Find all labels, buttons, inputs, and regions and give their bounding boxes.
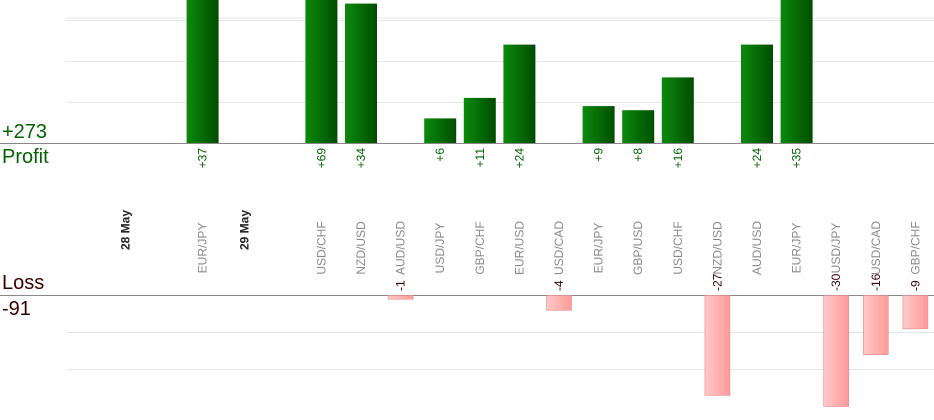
pair-label: USD/CAD	[552, 221, 566, 275]
loss-bar	[823, 295, 850, 407]
pair-label: EUR/JPY	[790, 223, 804, 274]
loss-bar	[902, 295, 929, 330]
pair-label: USD/JPY	[433, 223, 447, 274]
labels: 28 May +37 EUR/JPY 29 May +69 USD/CHF +34 NZD/U…	[119, 148, 923, 291]
pair-label: USD/CHF	[671, 221, 685, 274]
pair-label: EUR/JPY	[196, 223, 210, 274]
pair-label: USD/CAD	[869, 221, 883, 275]
loss-label: Loss	[2, 272, 45, 294]
profit-bar	[463, 97, 496, 143]
value-label: -16	[869, 273, 883, 291]
value-label: +6	[433, 148, 447, 162]
value-label: +11	[473, 148, 487, 168]
value-label: +37	[196, 148, 210, 169]
profit-bar	[582, 106, 615, 143]
profit-bar	[305, 0, 338, 143]
loss-bar	[862, 295, 889, 356]
pair-label: USD/JPY	[829, 223, 843, 274]
pair-label: USD/CHF	[314, 221, 328, 274]
value-label: +24	[750, 148, 764, 169]
value-label: +69	[314, 148, 328, 169]
value-label: +9	[592, 148, 606, 162]
profit-bar	[661, 77, 694, 143]
loss-bar	[387, 295, 414, 300]
pair-label: NZD/USD	[354, 221, 368, 275]
profit-bar	[424, 118, 457, 143]
pair-label: EUR/USD	[512, 221, 526, 275]
date-label: 28 May	[119, 210, 133, 250]
profit-bar	[503, 44, 536, 143]
value-label: +35	[790, 148, 804, 169]
profit-bar	[780, 0, 813, 143]
loss-bar	[704, 295, 731, 396]
loss-bar	[546, 295, 572, 311]
profit-total: +273	[2, 121, 48, 143]
value-label: -9	[908, 280, 922, 291]
value-label: -1	[394, 280, 408, 291]
value-label: +16	[671, 148, 685, 169]
value-label: -4	[552, 280, 566, 291]
pair-label: EUR/JPY	[592, 223, 606, 274]
date-label: 29 May	[237, 210, 251, 250]
pair-label: GBP/USD	[631, 221, 645, 275]
value-label: -27	[710, 273, 724, 291]
pair-label: NZD/USD	[710, 221, 724, 275]
profit-bar	[345, 3, 377, 143]
pair-label: AUD/USD	[750, 221, 764, 275]
value-label: -30	[829, 273, 843, 291]
pair-label: AUD/USD	[394, 221, 408, 275]
loss-total: -91	[2, 298, 31, 320]
pair-label: GBP/CHF	[473, 221, 487, 274]
value-label: +8	[631, 148, 645, 162]
value-label: +34	[354, 148, 368, 169]
profit-bar	[186, 0, 219, 143]
baselines	[0, 143, 934, 296]
value-label: +24	[512, 148, 526, 169]
profit-label: Profit	[2, 146, 49, 168]
pair-label: GBP/CHF	[908, 221, 922, 274]
profit-bar	[622, 110, 655, 143]
bars	[186, 0, 929, 407]
profit-bar	[741, 44, 773, 143]
